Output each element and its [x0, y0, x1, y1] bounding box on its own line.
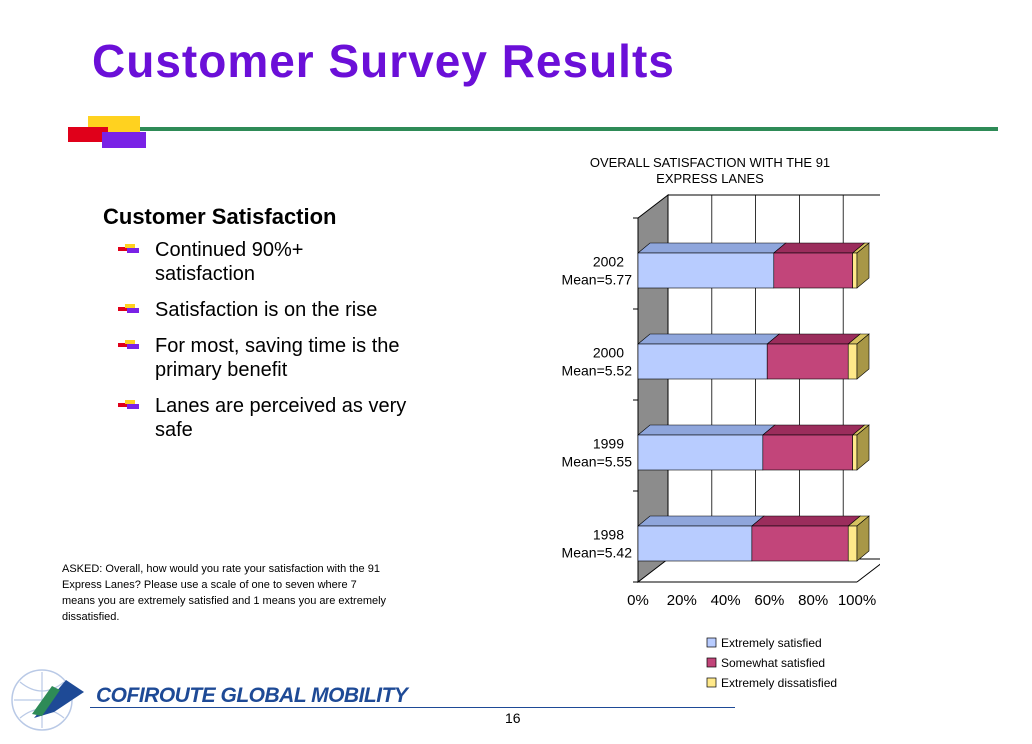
- bullet-item: Continued 90%+ satisfaction: [118, 238, 408, 286]
- bullet-text: Satisfaction is on the rise: [155, 299, 378, 321]
- category-label-mean: Mean=5.42: [562, 545, 633, 561]
- slide-title: Customer Survey Results: [92, 35, 675, 87]
- category-label-year: 1999: [593, 436, 624, 452]
- category-label-mean: Mean=5.77: [562, 272, 633, 288]
- deco-red-block: [68, 127, 108, 142]
- x-tick-label: 100%: [838, 592, 876, 609]
- bar-end-face: [856, 515, 870, 562]
- legend-label: Extremely satisfied: [721, 636, 822, 650]
- bar-segment-top: [762, 424, 866, 436]
- company-logo-text: COFIROUTE GLOBAL MOBILITY: [96, 684, 408, 707]
- title-decoration: [68, 116, 998, 148]
- bar-segment-top: [772, 242, 866, 254]
- bar-segment-somewhat-satisfied: [773, 252, 853, 289]
- bar-end-face: [856, 424, 870, 471]
- bar-end-face: [856, 333, 870, 380]
- bullet-text: Continued 90%+ satisfaction: [155, 239, 304, 285]
- bar-segment-somewhat-satisfied: [762, 434, 853, 471]
- bullet-list: Continued 90%+ satisfaction Satisfaction…: [118, 238, 408, 454]
- x-tick-label: 40%: [711, 592, 741, 609]
- bullet-item: For most, saving time is the primary ben…: [118, 334, 408, 382]
- bar-segment-extremely-dissatisfied: [852, 434, 858, 471]
- bullet-icon: [118, 244, 140, 254]
- legend-swatch: [706, 657, 717, 668]
- chart-title-line: OVERALL SATISFACTION WITH THE 91: [590, 155, 830, 170]
- bullet-text: For most, saving time is the primary ben…: [155, 335, 400, 381]
- category-label-mean: Mean=5.52: [562, 363, 633, 379]
- legend-label: Somewhat satisfied: [721, 656, 825, 670]
- bar-segment-somewhat-satisfied: [751, 525, 849, 562]
- bullet-icon: [118, 340, 140, 350]
- x-tick-label: 0%: [627, 592, 649, 609]
- satisfaction-chart: OVERALL SATISFACTION WITH THE 91EXPRESS …: [562, 155, 880, 690]
- legend-swatch: [706, 677, 717, 688]
- deco-purple-block: [102, 132, 146, 148]
- bar-segment-top: [637, 242, 787, 254]
- page-number: 16: [505, 710, 521, 726]
- bar-segment-top: [637, 515, 765, 527]
- cofiroute-logo-icon: [11, 669, 84, 731]
- bar-segment-extremely-dissatisfied: [852, 252, 858, 289]
- bar-segment-somewhat-satisfied: [766, 343, 849, 380]
- legend-swatch: [706, 637, 717, 648]
- category-label-mean: Mean=5.55: [562, 454, 633, 470]
- bullet-item: Lanes are perceived as very safe: [118, 394, 408, 442]
- category-label-year: 2000: [593, 345, 624, 361]
- accent-line: [140, 127, 998, 131]
- bar-segment-extremely-dissatisfied: [847, 343, 858, 380]
- x-tick-label: 80%: [798, 592, 828, 609]
- legend-label: Extremely dissatisfied: [721, 676, 837, 690]
- bullet-icon: [118, 304, 140, 314]
- survey-question-note: ASKED: Overall, how would you rate your …: [62, 563, 387, 623]
- bar-segment-top: [751, 515, 862, 527]
- category-label-year: 1998: [593, 527, 624, 543]
- bullet-text: Lanes are perceived as very safe: [155, 395, 407, 441]
- x-tick-label: 20%: [667, 592, 697, 609]
- bar-segment-top: [637, 424, 776, 436]
- x-tick-label: 60%: [754, 592, 784, 609]
- category-label-year: 2002: [593, 254, 624, 270]
- bar-segment-extremely-satisfied: [637, 252, 775, 289]
- chart-title-line: EXPRESS LANES: [656, 171, 764, 186]
- bullet-icon: [118, 400, 140, 410]
- bar-segment-extremely-satisfied: [637, 343, 768, 380]
- bar-segment-top: [766, 333, 862, 345]
- bar-segment-extremely-dissatisfied: [847, 525, 858, 562]
- section-subtitle: Customer Satisfaction: [103, 204, 337, 229]
- bar-segment-top: [637, 333, 781, 345]
- chart-floor-edge: [856, 563, 880, 583]
- bar-end-face: [856, 242, 870, 289]
- bullet-item: Satisfaction is on the rise: [118, 298, 408, 322]
- footer-divider: [90, 707, 735, 708]
- bar-segment-extremely-satisfied: [637, 434, 764, 471]
- bar-segment-extremely-satisfied: [637, 525, 753, 562]
